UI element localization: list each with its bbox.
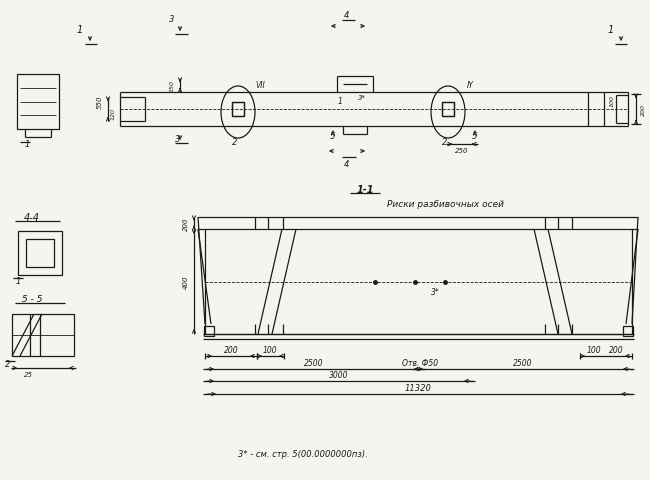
Text: 3000: 3000	[330, 371, 349, 380]
Text: 4: 4	[344, 11, 350, 20]
Text: 1: 1	[608, 25, 614, 35]
Text: 200: 200	[608, 346, 623, 355]
Text: 2: 2	[442, 138, 448, 147]
Text: 3* - см. стр. 5(00.0000000пз).: 3* - см. стр. 5(00.0000000пз).	[238, 450, 368, 458]
Text: 1-1: 1-1	[356, 185, 374, 194]
Text: 120: 120	[111, 108, 116, 120]
Text: 250: 250	[455, 148, 469, 154]
Text: 1: 1	[77, 25, 83, 35]
Text: 1: 1	[24, 140, 30, 149]
Text: 1: 1	[16, 277, 21, 286]
Text: 2: 2	[232, 138, 238, 147]
Text: 100: 100	[610, 95, 614, 107]
Text: 100: 100	[263, 346, 278, 355]
Bar	[12, 314, 74, 356]
Text: 4-4: 4-4	[24, 213, 40, 223]
Text: 150: 150	[170, 80, 174, 92]
Text: 100: 100	[587, 346, 601, 355]
Text: 5: 5	[330, 132, 335, 141]
Text: 2500: 2500	[514, 359, 533, 368]
Text: 2500: 2500	[304, 359, 324, 368]
Text: 5: 5	[473, 132, 478, 141]
Text: 11320: 11320	[405, 384, 432, 393]
Text: 4: 4	[344, 160, 350, 169]
Bar	[26, 240, 54, 267]
Bar	[442, 103, 454, 117]
Text: 3*: 3*	[431, 288, 439, 296]
Text: Риски разбивочных осей: Риски разбивочных осей	[387, 200, 504, 209]
Text: 550: 550	[97, 95, 103, 108]
Text: VII: VII	[255, 80, 265, 89]
Bar	[204, 326, 214, 336]
Text: 3: 3	[176, 135, 181, 144]
Text: 200: 200	[224, 346, 239, 355]
Text: 400: 400	[183, 275, 189, 288]
Bar	[18, 231, 62, 276]
Text: 25: 25	[23, 371, 32, 377]
Bar	[17, 75, 59, 130]
Text: 3*: 3*	[358, 95, 366, 101]
Text: 1: 1	[337, 96, 343, 105]
Bar	[232, 103, 244, 117]
Text: 2: 2	[5, 360, 10, 369]
Bar	[623, 326, 633, 336]
Text: 5 - 5: 5 - 5	[21, 295, 42, 304]
Text: 200: 200	[640, 104, 645, 116]
Text: IY: IY	[467, 80, 473, 89]
Text: 200: 200	[183, 217, 189, 230]
Text: Отв. Ф50: Отв. Ф50	[402, 359, 438, 368]
Text: 3: 3	[169, 15, 175, 24]
